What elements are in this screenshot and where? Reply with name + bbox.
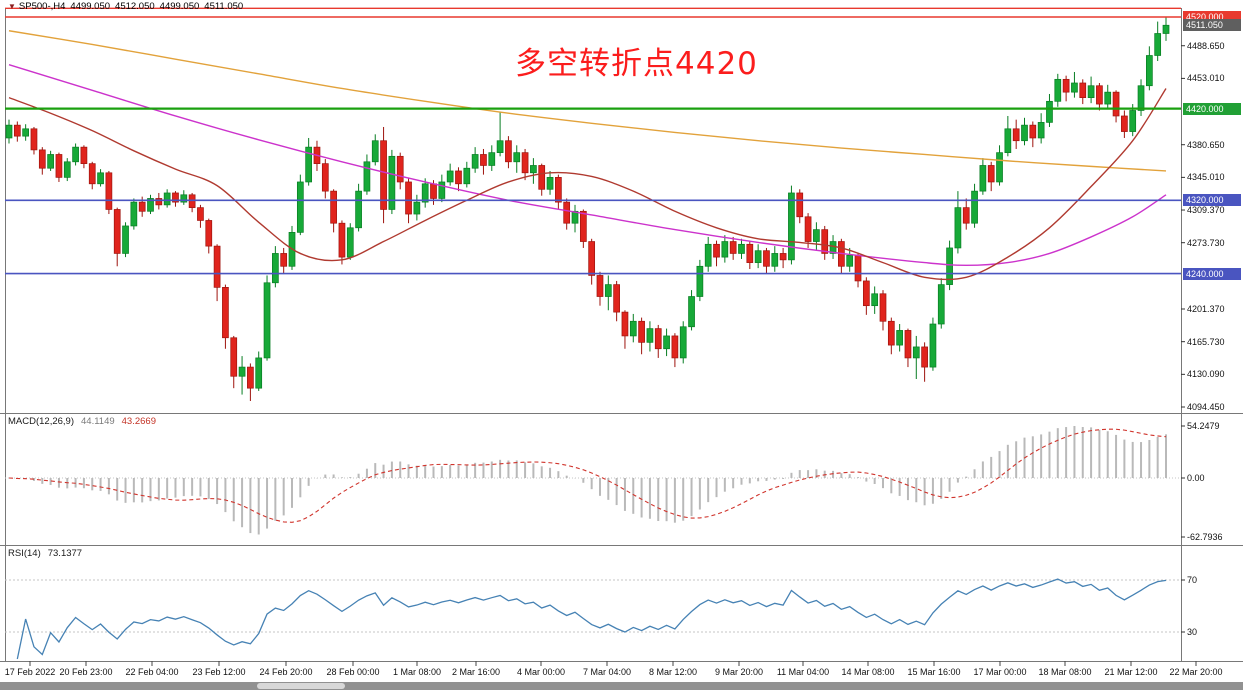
time-label: 4 Mar 00:00 [516, 667, 566, 677]
symbol-info: ▼ SP500-,H4 4499.050 4512.050 4499.050 4511.0… [8, 1, 248, 13]
time-label: 8 Mar 12:00 [648, 667, 698, 677]
time-label: 18 Mar 08:00 [1038, 667, 1092, 677]
rsi-line [16, 578, 1167, 660]
price-tick-label: 4345.010 [1187, 172, 1225, 183]
macd-histogram [16, 426, 1167, 535]
time-label: 20 Feb 23:00 [59, 667, 113, 677]
horizontal-scrollbar[interactable] [0, 682, 1243, 690]
price-tick-label: 4488.650 [1187, 40, 1225, 51]
time-label: 17 Feb 2022 [4, 667, 56, 677]
price-badge: 4320.000 [1183, 194, 1241, 207]
macd-axis-label: 0.00 [1187, 473, 1205, 483]
macd-value-main: 44.1149 [81, 416, 115, 427]
annotation-text[interactable]: 多空转折点4420 [515, 46, 758, 82]
time-label: 23 Feb 12:00 [192, 667, 246, 677]
rsi-axis-label: 70 [1187, 575, 1198, 585]
time-label: 28 Feb 00:00 [326, 667, 380, 677]
scrollbar-thumb[interactable] [257, 683, 345, 689]
price-badge: 4420.000 [1183, 102, 1241, 115]
time-label: 7 Mar 04:00 [582, 667, 632, 677]
macd-title: MACD(12,26,9) [8, 416, 74, 427]
time-label: 21 Mar 12:00 [1104, 667, 1158, 677]
time-label: 9 Mar 20:00 [714, 667, 764, 677]
price-axis: 4488.650 4453.010 4380.650 4345.010 4309.370… [1181, 0, 1243, 661]
time-label: 17 Mar 00:00 [973, 667, 1027, 677]
symbol-dropdown-icon: ▼ [8, 2, 16, 11]
macd-value-signal: 43.2669 [121, 416, 156, 427]
ma-slow-orange [8, 30, 1167, 172]
rsi-axis-label: 30 [1187, 627, 1198, 637]
symbol-period: SP500-,H4 [18, 1, 66, 12]
time-label: 2 Mar 16:00 [451, 667, 501, 677]
ohlc-high: 4512.050 [115, 1, 155, 12]
macd-axis-label: 54.2479 [1187, 421, 1220, 431]
macd-axis-label: -62.7936 [1187, 532, 1223, 542]
ma-medium-magenta [8, 63, 1167, 267]
price-tick-label: 4309.370 [1187, 205, 1225, 216]
price-tick-label: 4453.010 [1187, 73, 1225, 84]
price-tick-label: 4130.090 [1187, 369, 1225, 380]
macd-signal-line [8, 428, 1167, 523]
macd-indicator-label: MACD(12,26,9) 44.1149 43.2669 [8, 416, 163, 428]
price-tick-label: 4201.370 [1187, 304, 1225, 314]
ohlc-low: 4499.050 [159, 1, 200, 12]
rsi-value: 73.1377 [47, 548, 83, 559]
ohlc-close: 4511.050 [204, 1, 244, 12]
time-label: 22 Mar 20:00 [1169, 667, 1223, 677]
time-label: 11 Mar 04:00 [776, 667, 830, 677]
price-badge: 4240.000 [1183, 267, 1241, 280]
time-label: 15 Mar 16:00 [907, 667, 961, 677]
price-tick-label: 4380.650 [1187, 139, 1225, 150]
price-tick-label: 4165.730 [1187, 336, 1225, 347]
ma-fast-darkred [8, 88, 1167, 281]
time-axis: 17 Feb 2022 20 Feb 23:00 22 Feb 04:00 23 Fe… [0, 661, 1243, 682]
rsi-indicator-label: RSI(14) 73.1377 [8, 548, 89, 560]
ohlc-open: 4499.050 [70, 1, 111, 12]
price-tick-label: 4094.450 [1187, 402, 1225, 412]
time-label: 22 Feb 04:00 [125, 667, 179, 677]
time-label: 1 Mar 08:00 [392, 667, 442, 677]
price-badge: 4511.050 [1183, 19, 1241, 32]
time-label: 24 Feb 20:00 [259, 667, 313, 677]
rsi-title: RSI(14) [8, 548, 41, 559]
price-tick-label: 4273.730 [1187, 237, 1225, 248]
time-label: 14 Mar 08:00 [841, 667, 895, 677]
